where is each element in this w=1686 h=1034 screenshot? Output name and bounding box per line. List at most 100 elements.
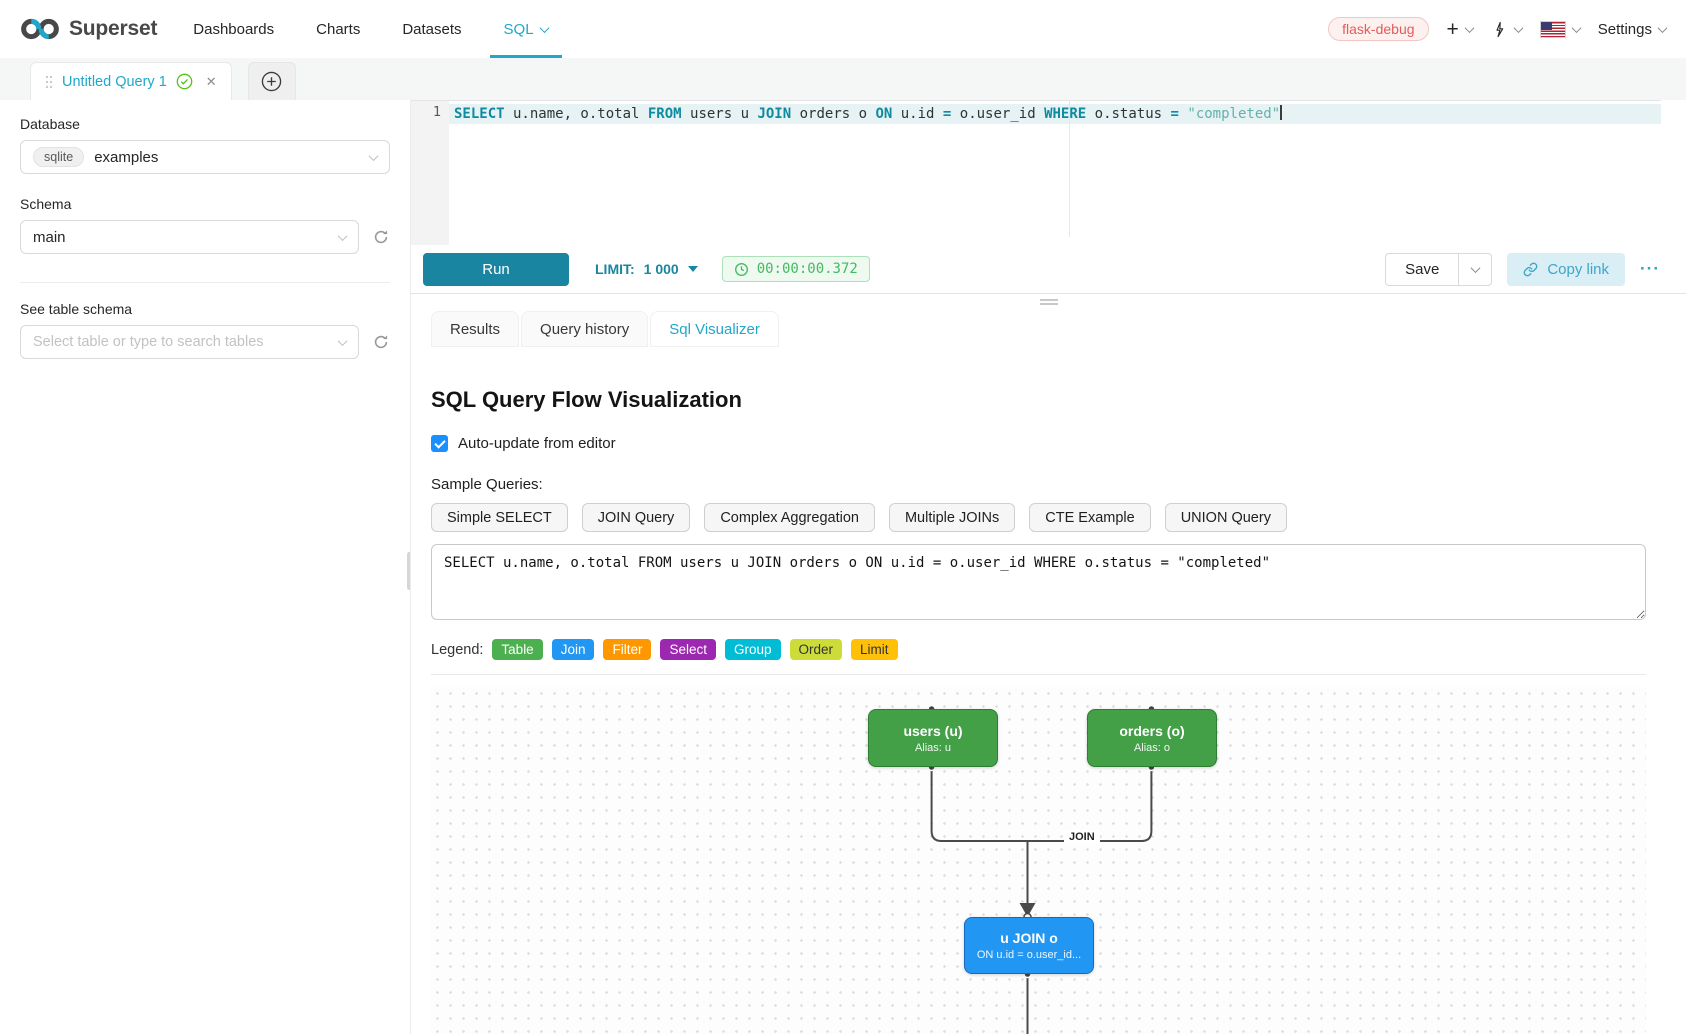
lightning-icon (1496, 21, 1504, 37)
chevron-down-icon (337, 230, 348, 241)
clock-icon (734, 262, 748, 276)
us-flag-icon (1539, 20, 1566, 38)
query-tab-active[interactable]: Untitled Query 1 ✕ (30, 62, 232, 100)
check-circle-icon (176, 73, 193, 90)
save-button[interactable]: Save (1385, 252, 1460, 286)
chevron-down-icon (1513, 22, 1524, 33)
chevron-down-icon (1657, 22, 1668, 33)
workspace: Database sqlite examples Schema main See… (0, 100, 1686, 1034)
schema-label: Schema (20, 196, 72, 212)
auto-update-label: Auto-update from editor (458, 435, 616, 452)
sql-editor-line: SELECT u.name, o.total FROM users u JOIN… (454, 105, 1283, 122)
settings-menu[interactable]: Settings (1598, 21, 1668, 38)
sample-union-query-button[interactable]: UNION Query (1164, 503, 1287, 532)
pane-resize-handle[interactable] (1039, 299, 1058, 305)
pane-divider (411, 293, 1686, 294)
legend-label: Legend: (431, 641, 484, 658)
legend-chip-filter: Filter (603, 639, 652, 660)
tab-sql-visualizer[interactable]: Sql Visualizer (650, 311, 779, 347)
editor-gutter: 1 (411, 101, 449, 245)
visualizer-title: SQL Query Flow Visualization (431, 387, 742, 412)
nav-item-dashboards[interactable]: Dashboards (193, 20, 275, 38)
table-select-placeholder: Select table or type to search tables (33, 334, 264, 350)
superset-brand[interactable]: Superset (20, 17, 157, 41)
flow-node-orders[interactable]: orders (o) Alias: o (1087, 709, 1217, 767)
chevron-down-icon (1470, 262, 1481, 273)
nav-item-datasets[interactable]: Datasets (402, 20, 462, 38)
chevron-down-icon (1464, 22, 1475, 33)
plus-icon: + (1446, 17, 1459, 41)
flow-edges (927, 704, 1156, 1034)
sample-simple-select-button[interactable]: Simple SELECT (431, 503, 568, 532)
legend-chip-select: Select (660, 639, 716, 660)
add-tab-icon (261, 71, 282, 92)
db-engine-badge: sqlite (33, 147, 85, 167)
print-margin-line (1069, 101, 1070, 237)
limit-value: 1 000 (643, 261, 679, 277)
brand-name: Superset (69, 17, 158, 40)
new-dropdown[interactable]: + (1446, 17, 1475, 41)
drag-dots-icon[interactable] (45, 75, 53, 89)
limit-label: LIMIT: (595, 261, 635, 277)
sample-complex-aggregation-button[interactable]: Complex Aggregation (704, 503, 875, 532)
more-actions-button[interactable]: ··· (1640, 259, 1660, 278)
navbar-right: flask-debug + Settings (1328, 17, 1668, 41)
legend: Legend: Table Join Filter Select Group O… (431, 639, 1646, 660)
environment-badge: flask-debug (1328, 17, 1429, 41)
sidebar-divider (20, 282, 390, 283)
sql-input-textarea[interactable]: SELECT u.name, o.total FROM users u JOIN… (431, 544, 1646, 620)
editor-code-area[interactable]: SELECT u.name, o.total FROM users u JOIN… (449, 101, 1661, 245)
close-icon[interactable]: ✕ (205, 73, 217, 89)
copy-link-button[interactable]: Copy link (1507, 252, 1626, 286)
legend-chip-group: Group (725, 639, 781, 660)
flow-node-join[interactable]: u JOIN o ON u.id = o.user_id... (964, 917, 1094, 974)
nav-item-sql[interactable]: SQL (489, 0, 562, 58)
superset-logo-icon (21, 18, 59, 40)
sql-editor[interactable]: 1 SELECT u.name, o.total FROM users u JO… (411, 100, 1661, 245)
database-value: examples (94, 148, 159, 166)
nav-item-charts[interactable]: Charts (316, 20, 361, 38)
legend-chip-join: Join (551, 639, 595, 660)
refresh-icon[interactable] (372, 333, 390, 351)
caret-down-icon (687, 266, 698, 272)
editor-toolbar: Run LIMIT: 1 000 00:00:00.372 Save (411, 245, 1686, 293)
legend-chip-limit: Limit (851, 639, 898, 660)
chevron-down-icon (1571, 22, 1582, 33)
legend-chip-table: Table (492, 639, 543, 660)
legend-chip-order: Order (789, 639, 843, 660)
flow-node-users[interactable]: users (u) Alias: u (868, 709, 998, 767)
sql-lab-sidebar: Database sqlite examples Schema main See… (0, 100, 410, 1034)
elapsed-time: 00:00:00.372 (756, 261, 858, 277)
sample-cte-example-button[interactable]: CTE Example (1029, 503, 1151, 532)
tab-query-history[interactable]: Query history (521, 311, 649, 347)
auto-update-checkbox[interactable] (431, 435, 448, 452)
sidebar-resize-handle[interactable] (407, 552, 412, 590)
table-schema-label: See table schema (20, 301, 133, 317)
flow-canvas[interactable]: users (u) Alias: u orders (o) Alias: o u… (431, 687, 1646, 1034)
query-tab-title: Untitled Query 1 (62, 73, 167, 90)
join-edge-label: JOIN (1064, 830, 1100, 844)
add-query-tab-button[interactable] (247, 62, 296, 100)
result-tabs: Results Query history Sql Visualizer (431, 311, 1686, 347)
sql-visualizer-panel: SQL Query Flow Visualization Auto-update… (411, 387, 1686, 1034)
line-number: 1 (432, 104, 441, 120)
query-tabbar: Untitled Query 1 ✕ (0, 58, 1686, 100)
sample-query-buttons: Simple SELECT JOIN Query Complex Aggrega… (431, 503, 1646, 532)
sample-join-query-button[interactable]: JOIN Query (581, 503, 691, 532)
sample-multiple-joins-button[interactable]: Multiple JOINs (888, 503, 1016, 532)
query-search-dropdown[interactable] (1491, 20, 1524, 39)
language-picker[interactable] (1539, 20, 1582, 38)
run-button[interactable]: Run (423, 252, 569, 286)
section-divider (431, 674, 1646, 675)
query-timer: 00:00:00.372 (721, 256, 870, 282)
save-dropdown-button[interactable] (1459, 252, 1493, 286)
chevron-down-icon (368, 150, 379, 161)
schema-select[interactable]: main (20, 220, 359, 254)
database-select[interactable]: sqlite examples (20, 140, 390, 174)
refresh-icon[interactable] (372, 228, 390, 246)
table-select[interactable]: Select table or type to search tables (20, 325, 359, 359)
tab-results[interactable]: Results (431, 311, 520, 347)
link-icon (1523, 262, 1538, 276)
limit-dropdown[interactable]: LIMIT: 1 000 (595, 261, 698, 277)
main-nav: Dashboards Charts Datasets SQL (193, 0, 562, 58)
